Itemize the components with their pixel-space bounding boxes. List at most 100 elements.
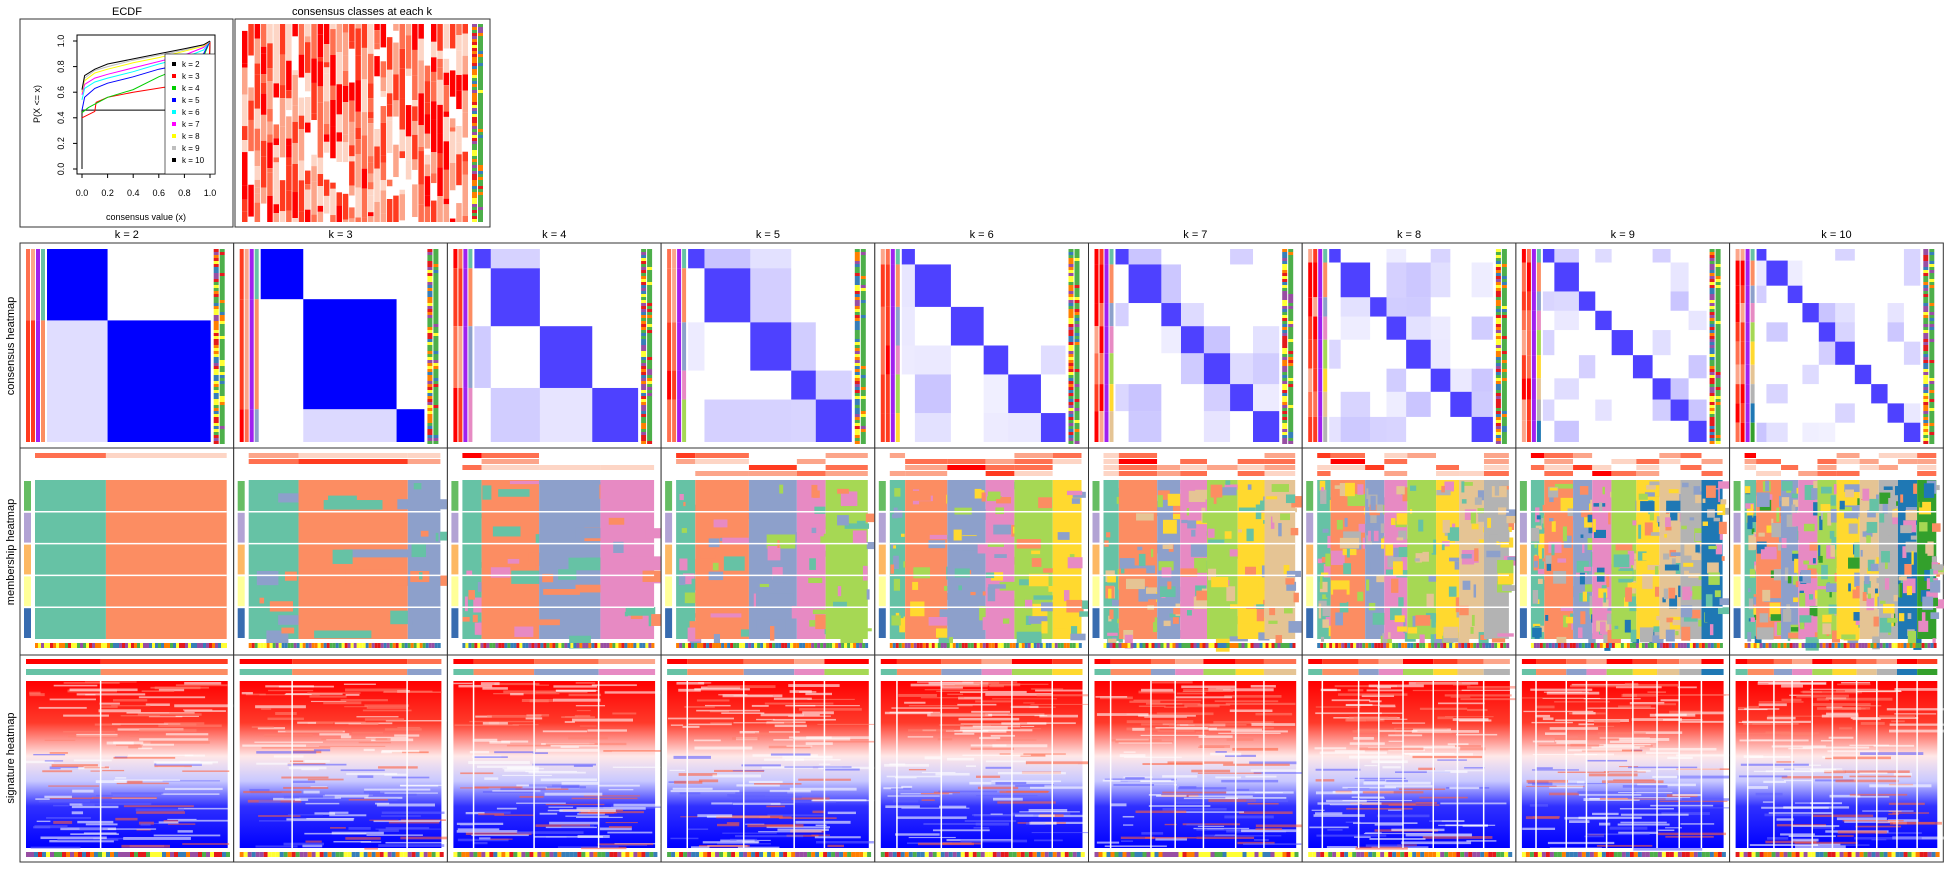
signature-noise [1356, 847, 1408, 850]
signature-bottom-annotation [1215, 852, 1219, 857]
signature-bottom-annotation [1356, 852, 1360, 857]
signature-noise [1412, 730, 1479, 733]
membership-bottom-annotation [718, 643, 721, 648]
class-cell [355, 56, 361, 80]
consensus-block [951, 307, 984, 346]
consensus-right-annotation [1075, 294, 1080, 297]
membership-noise [837, 489, 849, 494]
membership-bottom-annotation [1479, 643, 1482, 648]
signature-noise [268, 690, 313, 691]
membership-bottom-annotation [573, 643, 576, 648]
consensus-right-annotation [220, 366, 225, 369]
class-cell [286, 139, 292, 146]
membership-top-bar [1180, 471, 1207, 476]
membership-top-bar [1573, 453, 1592, 458]
membership-bottom-annotation [1185, 643, 1188, 648]
consensus-right-annotation [433, 273, 438, 276]
consensus-right-annotation [861, 438, 866, 441]
membership-bottom-annotation [206, 643, 209, 648]
consensus-right-annotation [1716, 342, 1721, 345]
signature-noise [1120, 754, 1146, 757]
signature-noise [1369, 685, 1424, 688]
consensus-offdiag-block [1129, 384, 1162, 411]
membership-noise [1225, 480, 1230, 484]
membership-bottom-annotation [1350, 643, 1353, 648]
class-cell [267, 109, 273, 121]
consensus-left-annotation [667, 268, 671, 322]
membership-bottom-annotation [1110, 643, 1113, 648]
membership-group-annotation [1306, 513, 1313, 543]
signature-bottom-annotation [62, 852, 66, 857]
consensus-left-annotation [896, 413, 900, 442]
membership-bottom-annotation [357, 643, 360, 648]
consensus-right-annotation [433, 411, 438, 414]
membership-top-bar [1207, 459, 1238, 464]
consensus-right-annotation [855, 288, 860, 291]
class-cell [418, 93, 424, 125]
membership-noise [1221, 514, 1234, 524]
signature-noise [1026, 761, 1089, 764]
signature-bottom-annotation [637, 852, 641, 857]
membership-bottom-annotation [1275, 643, 1278, 648]
membership-bottom-annotation [1491, 643, 1494, 648]
consensus-right-annotation [427, 384, 432, 387]
membership-bottom-annotation [173, 643, 176, 648]
signature-noise [1456, 734, 1497, 736]
signature-noise [1136, 811, 1187, 813]
signature-noise [1345, 719, 1366, 722]
consensus-right-annotation [1716, 384, 1721, 387]
membership-noise [278, 493, 301, 502]
consensus-right-annotation [855, 363, 860, 366]
consensus-left-annotation [453, 388, 457, 442]
consensus-right-annotation [1502, 405, 1507, 408]
consensus-right-annotation [1710, 348, 1715, 351]
consensus-right-annotation [1075, 360, 1080, 363]
signature-noise [369, 820, 398, 821]
class-cell [255, 193, 261, 202]
signature-bottom-annotation [1452, 852, 1456, 857]
membership-noise [1320, 575, 1323, 589]
membership-bottom-annotation [62, 643, 65, 648]
membership-noise [498, 489, 529, 497]
membership-top-bar [1436, 453, 1459, 458]
class-annotation [472, 183, 477, 186]
consensus-offdiag-block [1543, 330, 1554, 355]
consensus-right-annotation [641, 345, 646, 348]
membership-noise [1242, 515, 1249, 523]
membership-top-bar [1592, 465, 1611, 470]
membership-bottom-annotation [588, 643, 591, 648]
membership-noise [1586, 615, 1590, 628]
membership-bottom-annotation [143, 643, 146, 648]
signature-bottom-annotation [1131, 852, 1135, 857]
membership-bottom-annotation [923, 643, 926, 648]
class-cell [418, 151, 424, 185]
membership-top-bar [1014, 459, 1052, 464]
membership-group-annotation [238, 608, 245, 638]
consensus-left-annotation [1522, 249, 1526, 263]
membership-noise [1191, 530, 1195, 537]
consensus-right-annotation [1069, 252, 1074, 255]
consensus-right-annotation [647, 438, 652, 441]
consensus-right-annotation [1502, 252, 1507, 255]
consensus-block [491, 268, 540, 326]
class-cell [362, 24, 368, 48]
membership-bottom-annotation [1338, 643, 1341, 648]
membership-bottom-annotation [1431, 643, 1434, 648]
signature-noise [1133, 700, 1201, 702]
consensus-right-annotation [647, 411, 652, 414]
signature-noise [1239, 811, 1293, 814]
signature-noise [771, 803, 794, 804]
consensus-right-annotation [1496, 360, 1501, 363]
membership-bottom-annotation [1055, 643, 1058, 648]
membership-bottom-annotation [465, 643, 468, 648]
membership-bottom-annotation [971, 643, 974, 648]
consensus-right-annotation [433, 441, 438, 444]
consensus-left-annotation [1323, 297, 1327, 316]
consensus-left-annotation [896, 374, 900, 413]
consensus-right-annotation [855, 438, 860, 441]
class-annotation [478, 162, 483, 165]
class-cell [450, 219, 456, 222]
class-cell [412, 76, 418, 100]
signature-bottom-annotation [513, 852, 517, 857]
signature-noise [936, 691, 984, 692]
